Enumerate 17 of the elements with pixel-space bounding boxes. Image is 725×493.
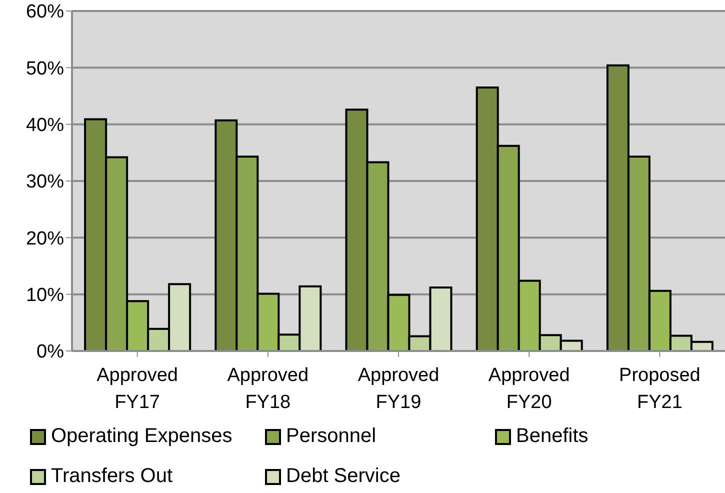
- y-tick-label: 10%: [26, 285, 64, 306]
- x-tick-label: Approved FY19: [358, 365, 440, 413]
- legend-label: Benefits: [516, 425, 588, 448]
- x-tick-label: Proposed FY21: [619, 365, 700, 413]
- x-tick-label: Approved FY18: [227, 365, 309, 413]
- x-tick-label: Approved FY20: [488, 365, 570, 413]
- y-tick-label: 60%: [26, 2, 64, 23]
- x-tick-label: Approved FY17: [96, 365, 178, 413]
- legend-label: Transfers Out: [51, 465, 173, 488]
- y-tick-label: 20%: [26, 228, 64, 250]
- legend-label: Operating Expenses: [51, 425, 232, 448]
- legend-label: Debt Service: [286, 465, 400, 488]
- y-tick-label: 30%: [26, 172, 64, 193]
- legend-label: Personnel: [286, 425, 376, 448]
- y-tick-label: 40%: [26, 115, 64, 136]
- y-tick-label: 0%: [36, 342, 64, 363]
- y-tick-label: 50%: [26, 58, 64, 80]
